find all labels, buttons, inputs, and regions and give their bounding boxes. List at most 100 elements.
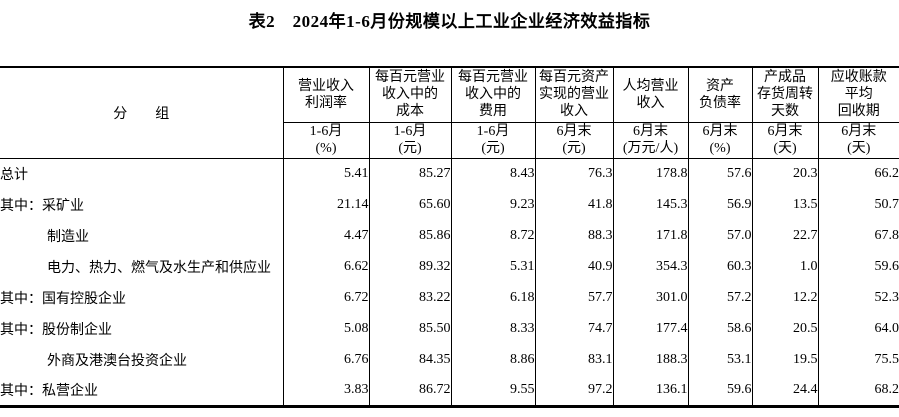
value-cell: 97.2 — [534, 375, 613, 406]
unit-profit-margin: 1-6月 (%) — [282, 122, 369, 159]
value-cell: 22.7 — [751, 220, 818, 251]
value-cell: 3.83 — [282, 375, 369, 406]
column-header-revenue-per-asset: 每百元资产 实现的营业 收入 — [534, 67, 613, 123]
value-cell: 76.3 — [534, 158, 613, 189]
value-cell: 9.55 — [450, 375, 535, 406]
row-label: 其中：采矿业 — [0, 198, 84, 214]
unit-revenue-per-capita: 6月末 (万元/人) — [612, 122, 688, 159]
value-cell: 57.2 — [687, 282, 752, 313]
value-cell: 24.4 — [751, 375, 818, 406]
table-row: 制造业 4.47 85.86 8.72 88.3 171.8 57.0 22.7 67.8 — [0, 220, 899, 251]
value-cell: 57.6 — [687, 158, 752, 189]
unit-expense-per-100: 1-6月 (元) — [450, 122, 535, 159]
value-cell: 84.35 — [368, 344, 451, 375]
table-row: 电力、热力、燃气及水生产和供应业 6.62 89.32 5.31 40.9 354.3 60… — [0, 251, 899, 282]
table-row: 总计 5.41 85.27 8.43 76.3 178.8 57.6 20.3 66.2 — [0, 158, 899, 189]
value-cell: 59.6 — [687, 375, 752, 406]
page-title: 表2 2024年1-6月份规模以上工业企业经济效益指标 — [248, 12, 651, 31]
unit-revenue-per-asset: 6月末 (元) — [534, 122, 613, 159]
value-cell: 21.14 — [282, 189, 369, 220]
value-cell: 86.72 — [368, 375, 451, 406]
value-cell: 83.1 — [534, 344, 613, 375]
value-cell: 20.5 — [751, 313, 818, 344]
value-cell: 53.1 — [687, 344, 752, 375]
table-body: 总计 5.41 85.27 8.43 76.3 178.8 57.6 20.3 66.2 其中：采… — [0, 158, 899, 406]
row-label: 总计 — [0, 167, 28, 183]
value-cell: 58.6 — [687, 313, 752, 344]
value-cell: 57.7 — [534, 282, 613, 313]
value-cell: 50.7 — [817, 189, 899, 220]
value-cell: 65.60 — [368, 189, 451, 220]
indicators-table: 分 组 营业收入 利润率 每百元营业 收入中的 成本 每百元营业 收入中的 费用… — [0, 66, 899, 408]
row-label: 其中：国有控股企业 — [0, 291, 126, 307]
value-cell: 85.27 — [368, 158, 451, 189]
unit-debt-ratio: 6月末 (%) — [687, 122, 752, 159]
value-cell: 67.8 — [817, 220, 899, 251]
value-cell: 89.32 — [368, 251, 451, 282]
row-label: 其中：私营企业 — [0, 383, 98, 399]
table-row: 其中：国有控股企业 6.72 83.22 6.18 57.7 301.0 57.2 12.2 5… — [0, 282, 899, 313]
value-cell: 75.5 — [817, 344, 899, 375]
value-cell: 5.41 — [282, 158, 369, 189]
value-cell: 60.3 — [687, 251, 752, 282]
value-cell: 68.2 — [817, 375, 899, 406]
value-cell: 52.3 — [817, 282, 899, 313]
table-header: 分 组 营业收入 利润率 每百元营业 收入中的 成本 每百元营业 收入中的 费用… — [0, 67, 899, 159]
value-cell: 40.9 — [534, 251, 613, 282]
value-cell: 136.1 — [612, 375, 688, 406]
value-cell: 8.72 — [450, 220, 535, 251]
value-cell: 74.7 — [534, 313, 613, 344]
value-cell: 8.86 — [450, 344, 535, 375]
column-header-debt-ratio: 资产 负债率 — [687, 67, 752, 123]
value-cell: 64.0 — [817, 313, 899, 344]
value-cell: 85.50 — [368, 313, 451, 344]
row-label: 外商及港澳台投资企业 — [47, 353, 187, 369]
value-cell: 85.86 — [368, 220, 451, 251]
value-cell: 354.3 — [612, 251, 688, 282]
value-cell: 178.8 — [612, 158, 688, 189]
value-cell: 188.3 — [612, 344, 688, 375]
column-header-inventory-turnover: 产成品 存货周转 天数 — [751, 67, 818, 123]
table-row: 其中：采矿业 21.14 65.60 9.23 41.8 145.3 56.9 13.5 50.… — [0, 189, 899, 220]
value-cell: 6.62 — [282, 251, 369, 282]
column-header-cost-per-100: 每百元营业 收入中的 成本 — [368, 67, 451, 123]
value-cell: 171.8 — [612, 220, 688, 251]
value-cell: 12.2 — [751, 282, 818, 313]
value-cell: 66.2 — [817, 158, 899, 189]
column-header-receivables-period: 应收账款 平均 回收期 — [817, 67, 899, 123]
value-cell: 6.76 — [282, 344, 369, 375]
value-cell: 5.08 — [282, 313, 369, 344]
value-cell: 83.22 — [368, 282, 451, 313]
column-header-profit-margin: 营业收入 利润率 — [282, 67, 369, 123]
row-label: 电力、热力、燃气及水生产和供应业 — [47, 260, 271, 276]
table-row: 其中：股份制企业 5.08 85.50 8.33 74.7 177.4 58.6 20.5 64… — [0, 313, 899, 344]
unit-receivables-period: 6月末 (天) — [817, 122, 899, 159]
value-cell: 57.0 — [687, 220, 752, 251]
value-cell: 6.72 — [282, 282, 369, 313]
value-cell: 41.8 — [534, 189, 613, 220]
header-label-row: 分 组 营业收入 利润率 每百元营业 收入中的 成本 每百元营业 收入中的 费用… — [0, 67, 899, 159]
row-label: 其中：股份制企业 — [0, 322, 112, 338]
value-cell: 20.3 — [751, 158, 818, 189]
value-cell: 19.5 — [751, 344, 818, 375]
value-cell: 9.23 — [450, 189, 535, 220]
table-row: 外商及港澳台投资企业 6.76 84.35 8.86 83.1 188.3 53.1 19.5… — [0, 344, 899, 375]
value-cell: 6.18 — [450, 282, 535, 313]
unit-inventory-turnover: 6月末 (天) — [751, 122, 818, 159]
value-cell: 145.3 — [612, 189, 688, 220]
column-header-expense-per-100: 每百元营业 收入中的 费用 — [450, 67, 535, 123]
value-cell: 4.47 — [282, 220, 369, 251]
value-cell: 1.0 — [751, 251, 818, 282]
row-label: 制造业 — [47, 229, 89, 245]
column-header-group: 分 组 — [0, 67, 283, 159]
value-cell: 13.5 — [751, 189, 818, 220]
column-header-revenue-per-capita: 人均营业 收入 — [612, 67, 688, 123]
unit-cost-per-100: 1-6月 (元) — [368, 122, 451, 159]
value-cell: 301.0 — [612, 282, 688, 313]
value-cell: 88.3 — [534, 220, 613, 251]
value-cell: 8.33 — [450, 313, 535, 344]
value-cell: 56.9 — [687, 189, 752, 220]
value-cell: 59.6 — [817, 251, 899, 282]
value-cell: 8.43 — [450, 158, 535, 189]
